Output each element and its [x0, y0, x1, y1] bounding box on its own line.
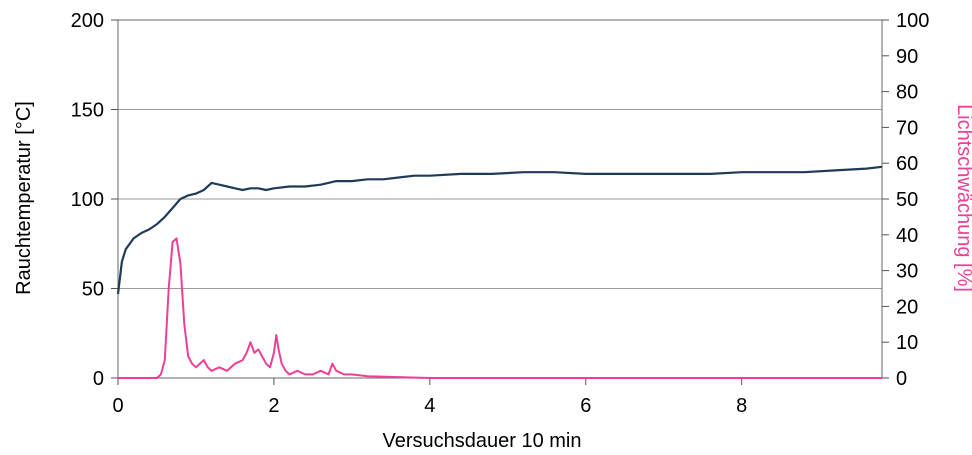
grid-layer [118, 109, 882, 289]
y-tick-label-100: 100 [71, 189, 104, 211]
y2-tick-label-60: 60 [896, 153, 918, 175]
y2-tick-label-80: 80 [896, 82, 918, 104]
x-axis-title: Versuchsdauer 10 min [382, 430, 581, 452]
y2-tick-label-100: 100 [896, 10, 929, 32]
y-axis-title: Rauchtemperatur [°C] [13, 101, 35, 295]
lichtschwaechung-series-line [118, 237, 882, 379]
x-tick-label-0: 0 [112, 395, 123, 417]
tick-layer: 0 50 100 150 200 0 10 20 30 40 50 60 70 80 90 100 0 2 4 6 8 [71, 10, 930, 417]
x-tick-label-4: 4 [424, 395, 435, 417]
y2-axis-title: Lichtschwächung [%] [953, 104, 972, 292]
y-tick-label-0: 0 [93, 368, 104, 390]
y2-tick-label-70: 70 [896, 117, 918, 139]
y-tick-label-150: 150 [71, 100, 104, 122]
y2-tick-label-50: 50 [896, 189, 918, 211]
y2-tick-label-30: 30 [896, 261, 918, 283]
y2-tick-label-40: 40 [896, 225, 918, 247]
rauchtemperatur-series-line [116, 165, 883, 295]
y-tick-label-200: 200 [71, 10, 104, 32]
x-tick-label-2: 2 [268, 395, 279, 417]
x-tick-label-8: 8 [736, 395, 747, 417]
y2-tick-label-10: 10 [896, 332, 918, 354]
y-tick-label-50: 50 [82, 279, 104, 301]
y2-tick-label-0: 0 [896, 368, 907, 390]
y2-tick-label-20: 20 [896, 296, 918, 318]
x-tick-label-6: 6 [580, 395, 591, 417]
y2-tick-label-90: 90 [896, 46, 918, 68]
series-layer [116, 165, 883, 379]
